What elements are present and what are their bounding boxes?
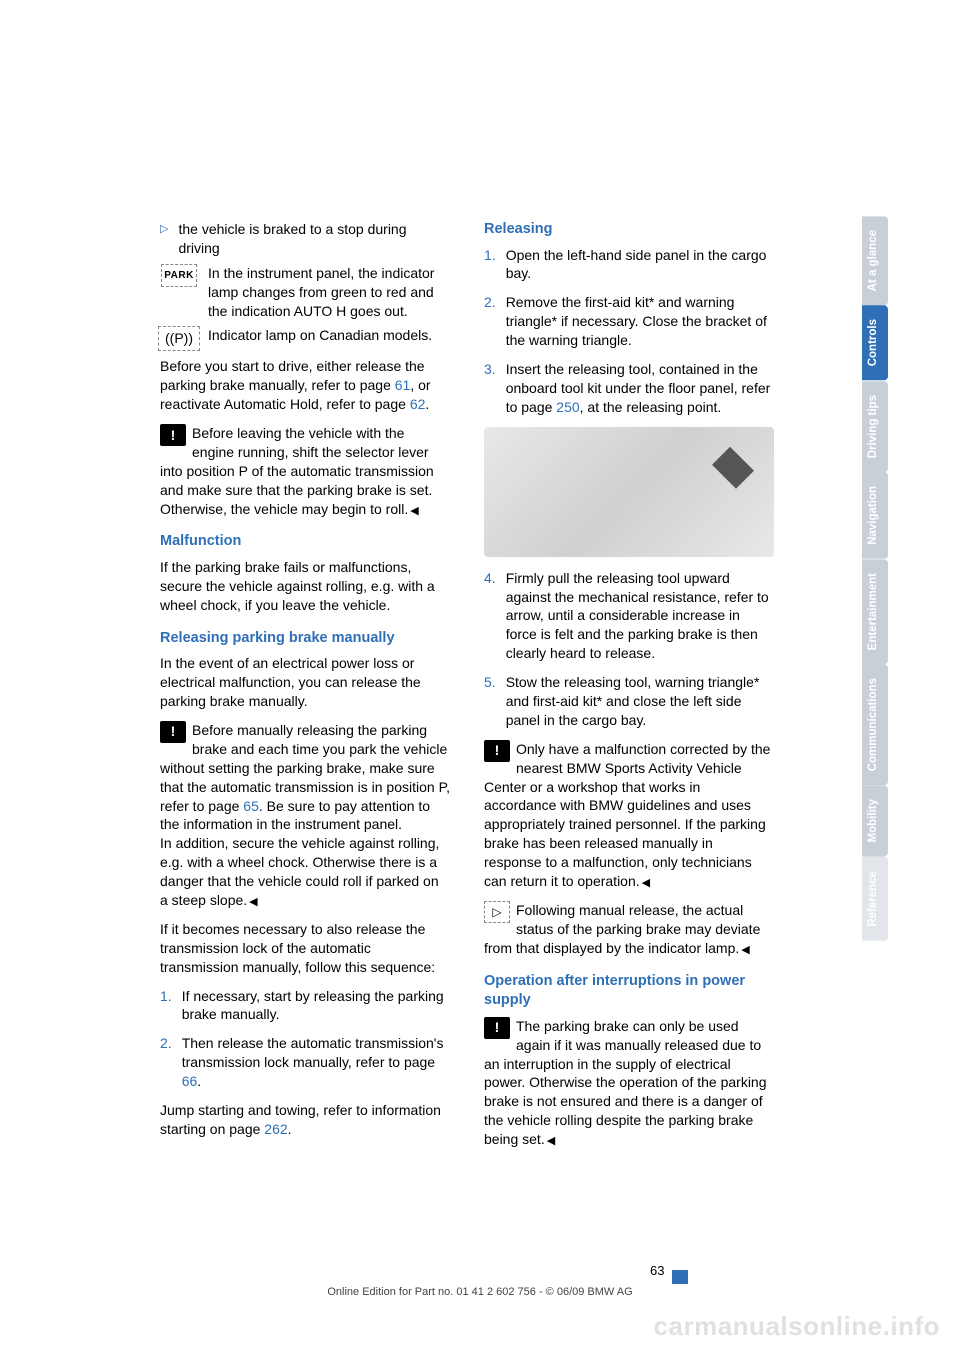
step-number: 1. [484,246,506,284]
bullet-text: the vehicle is braked to a stop during d… [178,220,450,258]
heading-releasing: Releasing [484,220,774,240]
bullet-item: ▷ the vehicle is braked to a stop during… [160,220,450,258]
indicator-row-p: ((P)) Indicator lamp on Canadian models. [160,326,450,351]
warning-text: The parking brake can only be used again… [484,1018,767,1147]
step-number: 1. [160,987,182,1025]
step-text: Insert the releasing tool, contained in … [506,360,774,417]
step-item: 5. Stow the releasing tool, warning tria… [484,673,774,730]
warning-block: ! Only have a malfunction corrected by t… [484,740,774,891]
footer-text: Online Edition for Part no. 01 41 2 602 … [0,1286,960,1298]
bullet-icon: ▷ [160,220,178,258]
heading-power-supply: Operation after interruptions in power s… [484,972,774,1011]
page-link[interactable]: 66 [182,1073,198,1089]
step-item: 4. Firmly pull the releasing tool upward… [484,569,774,663]
heading-release-manual: Releasing parking brake manually [160,629,450,649]
watermark: carmanualsonline.info [654,1311,940,1342]
paragraph: Jump starting and towing, refer to infor… [160,1101,450,1139]
paragraph: If it becomes necessary to also release … [160,920,450,977]
warning-icon: ! [484,1017,510,1039]
page-link[interactable]: 65 [243,798,259,814]
column-right: Releasing 1. Open the left-hand side pan… [484,220,774,1159]
note-text: Following manual release, the actual sta… [484,902,760,956]
page-link[interactable]: 250 [556,399,579,415]
p-icon: ((P)) [160,326,208,351]
paragraph: If the parking brake fails or malfunctio… [160,558,450,615]
step-item: 2. Remove the first-aid kit* and warning… [484,293,774,350]
warning-text: Only have a malfunction corrected by the… [484,741,770,889]
paragraph: In the event of an electrical power loss… [160,654,450,711]
warning-icon: ! [160,424,186,446]
page-link[interactable]: 262 [264,1121,287,1137]
warning-block: ! The parking brake can only be used aga… [484,1017,774,1149]
sidebar-tab[interactable]: Communications [862,664,888,785]
step-text: Stow the releasing tool, warning triangl… [506,673,774,730]
step-number: 2. [484,293,506,350]
park-icon: PARK [160,264,208,321]
warning-icon: ! [160,721,186,743]
warning-block: ! Before manually releasing the parking … [160,721,450,910]
step-text: Firmly pull the releasing tool upward ag… [506,569,774,663]
note-block: ▷ Following manual release, the actual s… [484,901,774,958]
column-left: ▷ the vehicle is braked to a stop during… [160,220,450,1159]
warning-text: Before leaving the vehicle with the engi… [160,425,434,517]
sidebar-tab[interactable]: Driving tips [862,381,888,472]
warning-block: ! Before leaving the vehicle with the en… [160,424,450,518]
paragraph: Before you start to drive, either releas… [160,357,450,414]
park-text: In the instrument panel, the indicator l… [208,264,450,321]
page-link[interactable]: 62 [410,396,426,412]
page-link[interactable]: 61 [395,377,411,393]
step-number: 2. [160,1034,182,1091]
sidebar-tabs: At a glanceControlsDriving tipsNavigatio… [862,216,888,940]
indicator-row-park: PARK In the instrument panel, the indica… [160,264,450,321]
step-number: 4. [484,569,506,663]
step-text: Remove the first-aid kit* and warning tr… [506,293,774,350]
step-text: Open the left-hand side panel in the car… [506,246,774,284]
step-item: 1. If necessary, start by releasing the … [160,987,450,1025]
sidebar-tab[interactable]: Reference [862,857,888,941]
step-number: 3. [484,360,506,417]
step-text: Then release the automatic transmission'… [182,1034,450,1091]
sidebar-tab[interactable]: At a glance [862,216,888,305]
page-number: 63 [650,1263,664,1278]
heading-malfunction: Malfunction [160,532,450,552]
warning-icon: ! [484,740,510,762]
page-content: ▷ the vehicle is braked to a stop during… [0,0,960,1219]
step-item: 1. Open the left-hand side panel in the … [484,246,774,284]
page-number-bar [672,1270,688,1284]
step-item: 2. Then release the automatic transmissi… [160,1034,450,1091]
p-text: Indicator lamp on Canadian models. [208,326,432,351]
sidebar-tab[interactable]: Entertainment [862,559,888,664]
sidebar-tab[interactable]: Navigation [862,472,888,559]
note-icon: ▷ [484,901,510,923]
sidebar-tab[interactable]: Controls [862,305,888,380]
step-text: If necessary, start by releasing the par… [182,987,450,1025]
sidebar-tab[interactable]: Mobility [862,785,888,856]
step-number: 5. [484,673,506,730]
step-item: 3. Insert the releasing tool, contained … [484,360,774,417]
instruction-image [484,427,774,557]
